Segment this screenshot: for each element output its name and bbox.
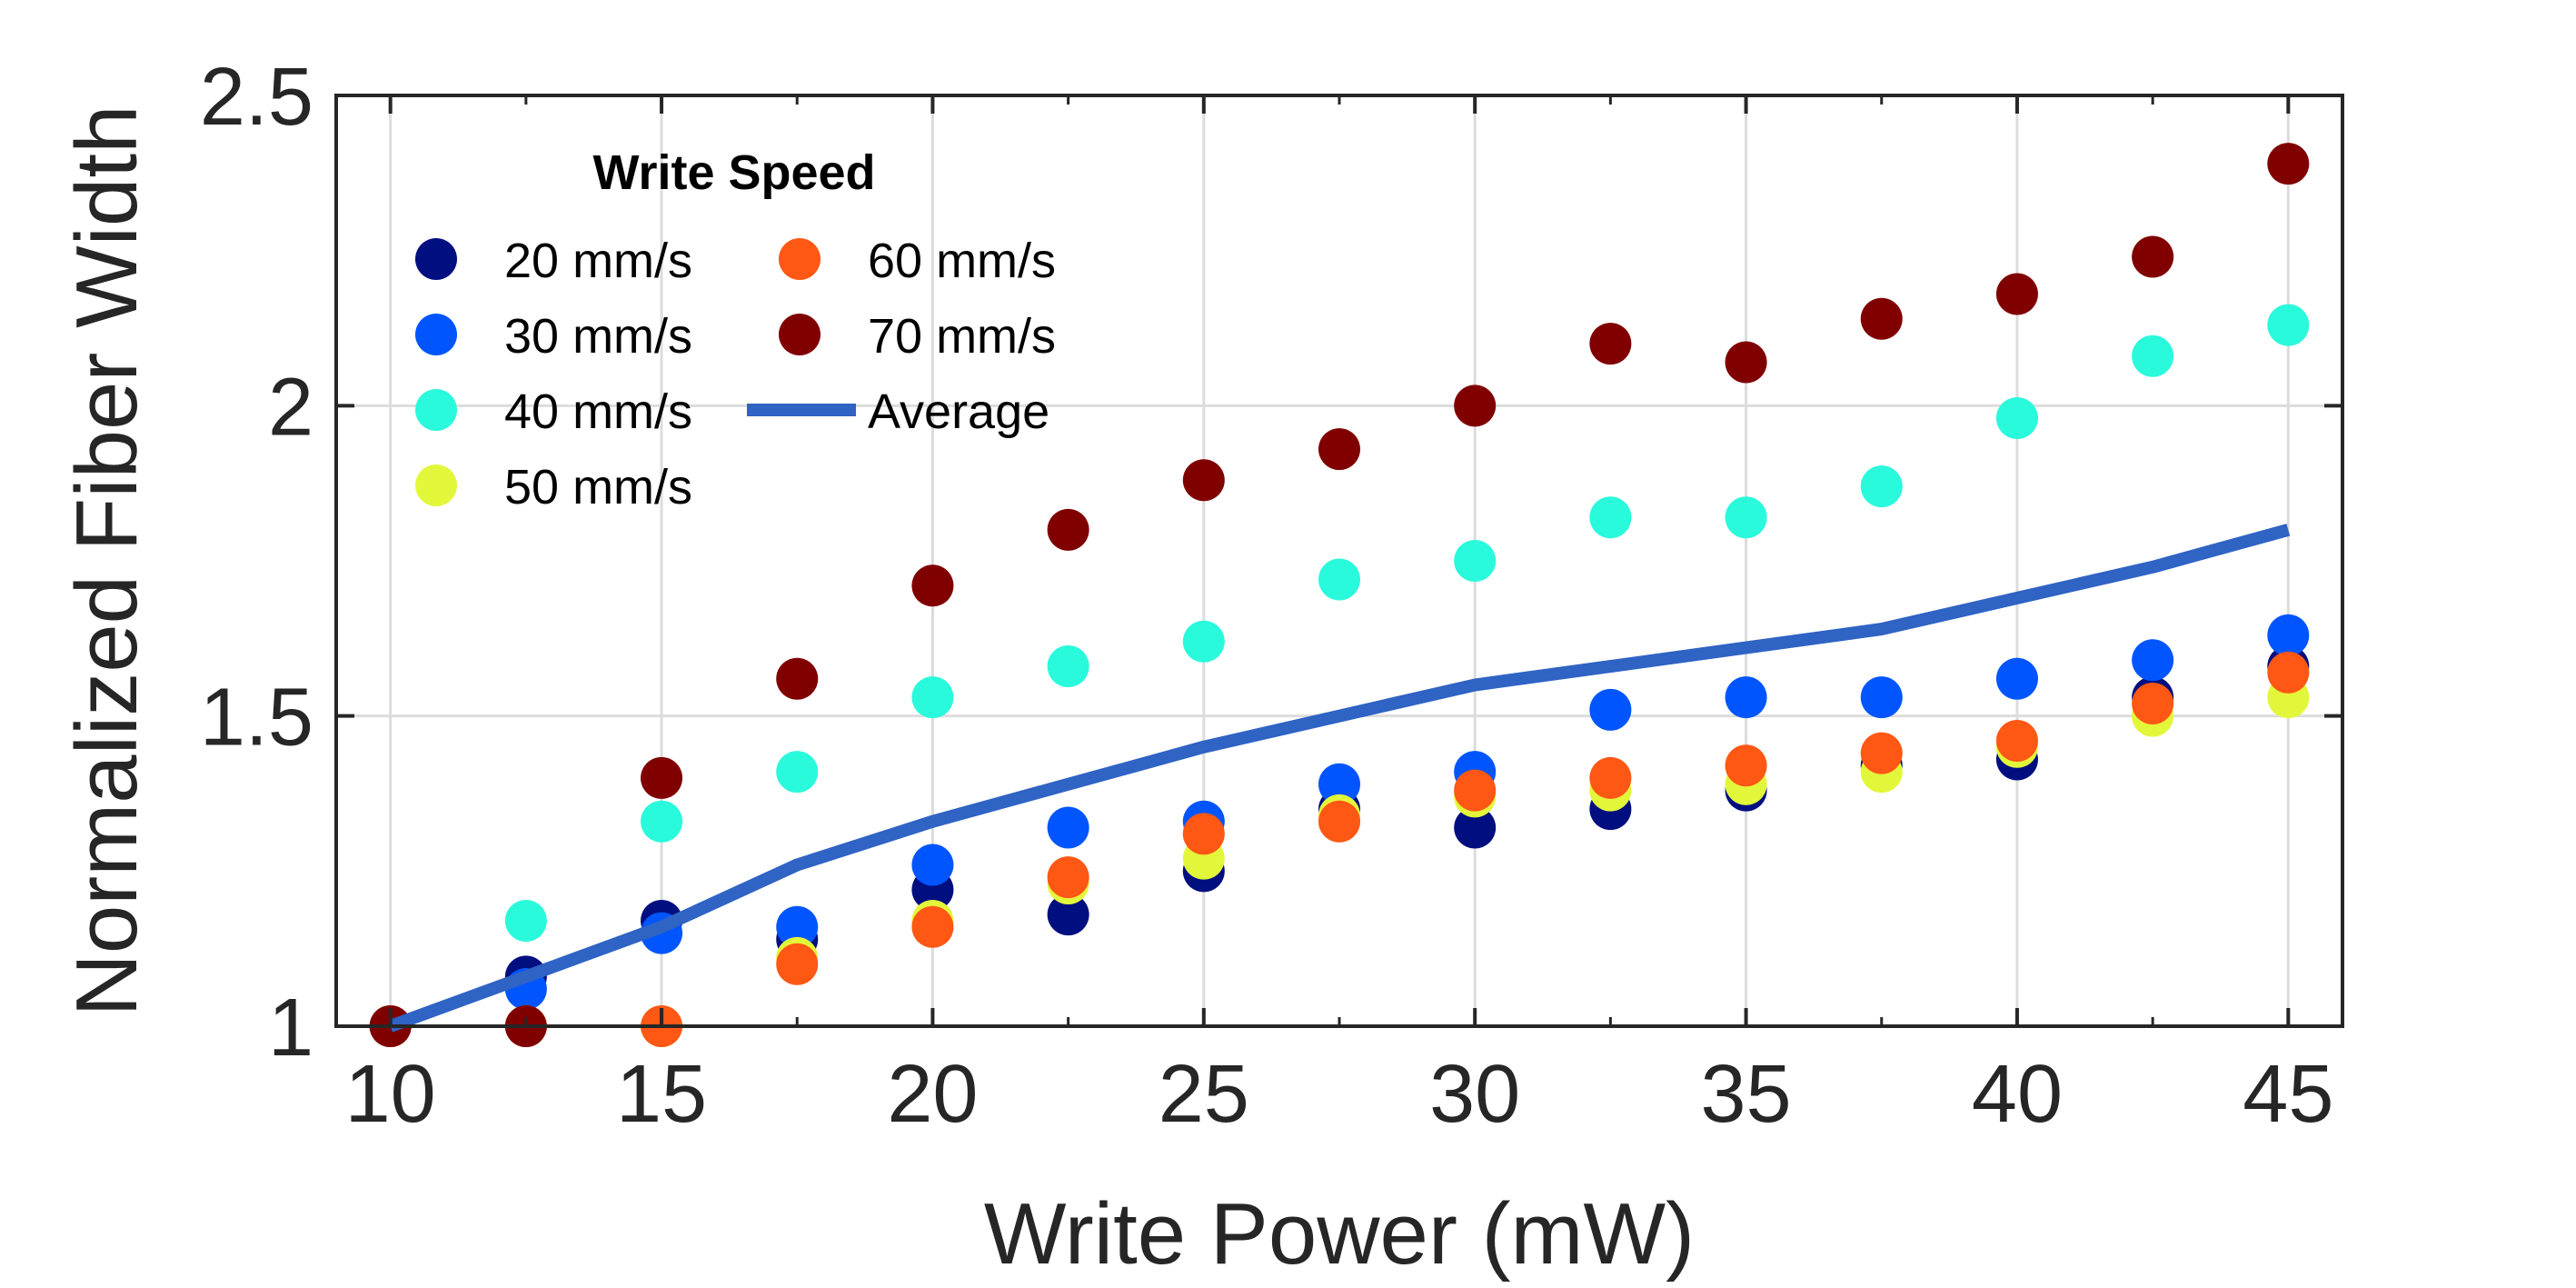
legend-label: 30 mm/s xyxy=(504,309,692,364)
legend-label: 60 mm/s xyxy=(868,234,1056,288)
legend-label: 70 mm/s xyxy=(868,309,1056,364)
data-point xyxy=(1995,657,2038,700)
x-axis-label: Write Power (mW) xyxy=(984,1185,1695,1283)
data-point xyxy=(1318,428,1360,471)
data-point xyxy=(911,676,954,719)
y-tick-label: 1.5 xyxy=(200,673,313,764)
x-tick-label: 30 xyxy=(1429,1049,1520,1140)
data-point xyxy=(1589,688,1632,731)
data-point xyxy=(1725,496,1767,539)
data-point xyxy=(1454,806,1497,849)
legend-label: 40 mm/s xyxy=(504,384,692,439)
legend-label: Average xyxy=(868,384,1049,439)
data-point xyxy=(1860,465,1903,508)
data-point xyxy=(1182,620,1225,663)
legend-item: 60 mm/s xyxy=(779,234,1056,288)
data-point xyxy=(776,657,819,700)
data-point xyxy=(1047,856,1089,899)
series-60-mm-s xyxy=(369,651,2310,1047)
data-point xyxy=(1860,676,1903,719)
data-point xyxy=(2132,639,2174,682)
data-point xyxy=(1860,732,1903,774)
legend-marker xyxy=(415,238,457,280)
data-point xyxy=(1047,645,1089,688)
data-point xyxy=(2132,334,2174,377)
data-point xyxy=(1995,719,2038,762)
data-point xyxy=(1589,496,1632,539)
data-point xyxy=(1454,769,1497,812)
y-tick-label: 2.5 xyxy=(200,52,313,143)
data-point xyxy=(1318,800,1360,843)
legend-title: Write Speed xyxy=(592,145,875,200)
data-point xyxy=(2132,683,2174,725)
data-point xyxy=(1182,459,1225,502)
data-point xyxy=(1454,384,1497,427)
y-tick-label: 2 xyxy=(268,362,313,453)
legend-item: 40 mm/s xyxy=(415,384,692,439)
legend-item: 30 mm/s xyxy=(415,309,692,364)
data-point xyxy=(1725,744,1767,787)
legend-item: 20 mm/s xyxy=(415,234,692,288)
data-point xyxy=(641,800,683,843)
data-point xyxy=(1995,396,2038,439)
axis-ticks: 10 15 20 25 30 35 40 45 1 1.5 2 2.5 xyxy=(200,52,2342,1140)
legend: Write Speed 20 mm/s 30 mm/s 40 mm/s 50 mm/s… xyxy=(415,145,1056,514)
y-axis-label: Normalized Fiber Width xyxy=(58,105,155,1017)
x-tick-label: 15 xyxy=(616,1049,707,1140)
data-point xyxy=(2267,304,2310,346)
data-point xyxy=(1182,813,1225,855)
data-point xyxy=(1047,508,1089,551)
data-point xyxy=(1454,540,1497,582)
data-point xyxy=(2267,651,2310,694)
data-point xyxy=(911,564,954,607)
x-tick-label: 40 xyxy=(1972,1049,2063,1140)
legend-label: 50 mm/s xyxy=(504,460,692,514)
legend-marker xyxy=(415,389,457,431)
data-point xyxy=(2267,614,2310,656)
data-point xyxy=(1047,894,1089,936)
data-point xyxy=(1589,756,1632,799)
data-point xyxy=(776,943,819,985)
data-point xyxy=(911,905,954,948)
data-point xyxy=(1725,676,1767,719)
legend-item: 70 mm/s xyxy=(779,309,1056,364)
data-point xyxy=(1589,323,1632,365)
data-point xyxy=(911,844,954,886)
data-point xyxy=(1318,558,1360,601)
average-line xyxy=(388,524,2291,1033)
data-point xyxy=(1725,341,1767,384)
legend-label: 20 mm/s xyxy=(504,234,692,288)
legend-item: 50 mm/s xyxy=(415,460,692,514)
x-tick-label: 20 xyxy=(887,1049,978,1140)
legend-item: Average xyxy=(747,384,1049,439)
x-tick-label: 45 xyxy=(2243,1049,2333,1140)
data-point xyxy=(1047,806,1089,849)
legend-marker xyxy=(779,314,821,355)
x-tick-label: 25 xyxy=(1159,1049,1249,1140)
y-tick-label: 1 xyxy=(268,983,313,1073)
legend-marker xyxy=(415,464,457,506)
legend-marker xyxy=(415,314,457,355)
data-point xyxy=(776,905,819,948)
data-point xyxy=(776,751,819,794)
data-point xyxy=(1860,297,1903,340)
data-point xyxy=(1318,763,1360,805)
data-point xyxy=(2267,143,2310,185)
legend-marker xyxy=(779,238,821,280)
data-point xyxy=(1995,273,2038,315)
x-tick-label: 10 xyxy=(345,1049,436,1140)
data-point xyxy=(641,756,683,799)
plot-data xyxy=(369,143,2310,1047)
data-point xyxy=(2132,235,2174,278)
data-point xyxy=(504,899,547,942)
x-tick-label: 35 xyxy=(1701,1049,1792,1140)
series-40-mm-s xyxy=(369,304,2310,1047)
